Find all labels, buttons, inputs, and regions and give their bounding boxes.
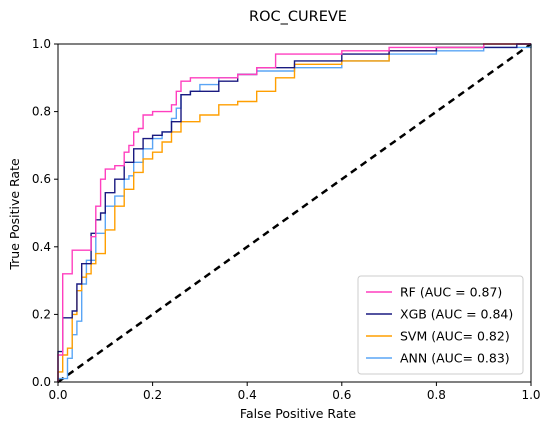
legend-box	[357, 275, 524, 375]
y-tick-label: 0.0	[32, 375, 51, 389]
legend-label-ann: ANN (AUC= 0.83)	[400, 351, 510, 366]
y-tick-label: 0.8	[32, 105, 51, 119]
y-tick-label: 1.0	[32, 37, 51, 51]
legend-label-xgb: XGB (AUC = 0.84)	[400, 307, 513, 322]
x-tick-label: 0.4	[238, 388, 257, 402]
plot-frame	[57, 43, 532, 383]
roc-curve-xgb	[57, 43, 531, 382]
legend-label-svm: SVM (AUC= 0.82)	[400, 329, 510, 344]
x-tick-label: 1.0	[521, 388, 540, 402]
x-tick-label: 0.0	[48, 388, 67, 402]
plot-area: 0.0 0.2 0.4 0.6 0.8 1.0 0.0 0.2 0.4 0.6 0.8 1.0 RF (…	[32, 37, 541, 402]
y-tick-label: 0.2	[32, 307, 51, 321]
y-axis-label: True Positive Rate	[7, 158, 22, 271]
reference-diagonal-line	[57, 42, 532, 384]
chart-title: ROC_CUREVE	[249, 9, 347, 25]
y-tick-label: 0.4	[32, 240, 51, 254]
x-tick-label: 0.6	[332, 388, 351, 402]
x-tick-label: 0.2	[143, 388, 162, 402]
y-tick-label: 0.6	[32, 172, 51, 186]
roc-curves	[57, 43, 532, 382]
roc-curve-svm	[57, 43, 531, 382]
x-axis-label: False Positive Rate	[240, 406, 356, 421]
legend: RF (AUC = 0.87) XGB (AUC = 0.84) SVM (AUC=…	[357, 275, 524, 375]
roc-curve-rf	[57, 43, 531, 382]
legend-label-rf: RF (AUC = 0.87)	[400, 285, 502, 300]
x-tick-label: 0.8	[427, 388, 446, 402]
